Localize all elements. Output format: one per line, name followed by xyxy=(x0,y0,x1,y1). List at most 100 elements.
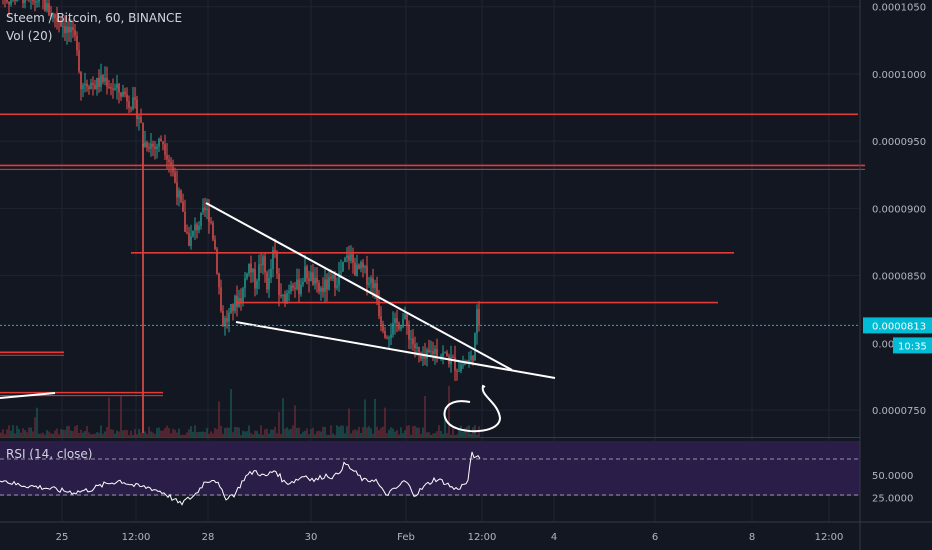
candle-body xyxy=(464,363,466,365)
candle-body xyxy=(56,18,58,21)
volume-bar xyxy=(400,427,402,437)
volume-bar xyxy=(146,433,148,437)
volume-bar xyxy=(312,427,314,437)
volume-bar xyxy=(154,433,156,437)
last-price-badge xyxy=(863,317,932,334)
volume-bar xyxy=(394,431,396,437)
candle-body xyxy=(262,256,264,266)
candle-body xyxy=(468,359,470,364)
volume-bar xyxy=(476,434,478,437)
volume-bar xyxy=(150,431,152,437)
candle-body xyxy=(408,326,410,340)
candle-body xyxy=(344,258,346,262)
volume-bar xyxy=(80,429,82,437)
volume-bar xyxy=(428,431,430,437)
candle-body xyxy=(150,143,152,149)
volume-bar xyxy=(426,432,428,437)
candle-body xyxy=(332,274,334,279)
volume-bar xyxy=(342,425,344,437)
volume-bar xyxy=(108,397,110,437)
volume-bar xyxy=(308,434,310,437)
volume-bar xyxy=(372,433,374,437)
candle-body xyxy=(256,280,258,289)
candle-body xyxy=(46,3,48,11)
volume-bar xyxy=(212,433,214,437)
volume-bar xyxy=(310,428,312,437)
volume-bar xyxy=(26,432,28,437)
candle-body xyxy=(152,143,154,147)
candle-body xyxy=(44,0,46,11)
candle-body xyxy=(452,356,454,358)
volume-bar xyxy=(98,432,100,437)
volume-bar xyxy=(110,429,112,437)
volume-bar xyxy=(450,434,452,437)
volume-bar xyxy=(254,430,256,437)
volume-bar xyxy=(136,434,138,437)
volume-bar xyxy=(358,426,360,437)
volume-bar xyxy=(436,431,438,437)
candle-body xyxy=(126,94,128,102)
candle-body xyxy=(308,278,310,282)
candle-body xyxy=(208,208,210,222)
candle-body xyxy=(118,84,120,93)
candle-body xyxy=(138,117,140,120)
candle-body xyxy=(188,232,190,246)
volume-bar xyxy=(430,434,432,437)
candle-body xyxy=(322,287,324,292)
candle-body xyxy=(198,225,200,231)
volume-bar xyxy=(422,427,424,437)
volume-bar xyxy=(36,407,38,437)
volume-bar xyxy=(144,431,146,437)
candle-body xyxy=(350,254,352,261)
candle-body xyxy=(148,147,150,149)
volume-bar xyxy=(96,432,98,437)
time-tick-2: 28 xyxy=(202,532,215,543)
candle-body xyxy=(460,365,462,371)
candle-body xyxy=(168,159,170,162)
candle-body xyxy=(442,352,444,357)
candle-body xyxy=(114,88,116,90)
volume-bar xyxy=(410,434,412,437)
volume-bar xyxy=(270,429,272,437)
volume-bar xyxy=(210,431,212,437)
volume-bar xyxy=(470,433,472,437)
horizontal-levels[interactable] xyxy=(0,113,865,397)
volume-bar xyxy=(208,433,210,437)
volume-bar xyxy=(90,434,92,437)
volume-bar xyxy=(248,425,250,437)
candle-body xyxy=(384,331,386,338)
candle-body xyxy=(6,0,8,2)
candle-body xyxy=(422,354,424,359)
trendline-drawings[interactable] xyxy=(0,202,860,433)
volume-bar xyxy=(122,430,124,437)
volume-bar xyxy=(14,433,16,437)
candle-body xyxy=(250,263,252,273)
candle-body xyxy=(146,142,148,148)
candle-body xyxy=(462,364,464,366)
partial-price-text: 0.00 xyxy=(872,339,894,350)
volume-bar xyxy=(350,433,352,437)
volume-bar xyxy=(100,425,102,437)
volume-bar xyxy=(172,428,174,437)
upper-trendline xyxy=(205,202,513,371)
candle-body xyxy=(348,255,350,261)
candle-body xyxy=(72,27,74,31)
candle-body xyxy=(202,207,204,213)
candle-body xyxy=(130,107,132,109)
candle-body xyxy=(122,91,124,97)
candle-body xyxy=(410,338,412,340)
volume-bar xyxy=(160,430,162,437)
candle-body xyxy=(68,26,70,33)
volume-bar xyxy=(156,428,158,437)
volume-bar xyxy=(192,431,194,437)
candles[interactable] xyxy=(0,0,480,433)
candle-body xyxy=(144,142,146,147)
rsi-tick-1: 25.0000 xyxy=(872,494,913,505)
volume-bar xyxy=(28,427,30,437)
volume-bar xyxy=(132,434,134,437)
candle-body xyxy=(96,77,98,90)
candle-body xyxy=(232,304,234,311)
candle-body xyxy=(212,222,214,240)
volume-bar xyxy=(40,433,42,437)
